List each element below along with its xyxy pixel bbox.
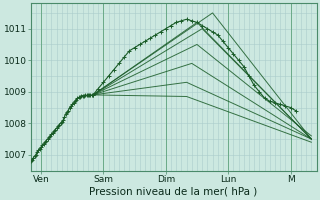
X-axis label: Pression niveau de la mer( hPa ): Pression niveau de la mer( hPa ) [90,187,258,197]
